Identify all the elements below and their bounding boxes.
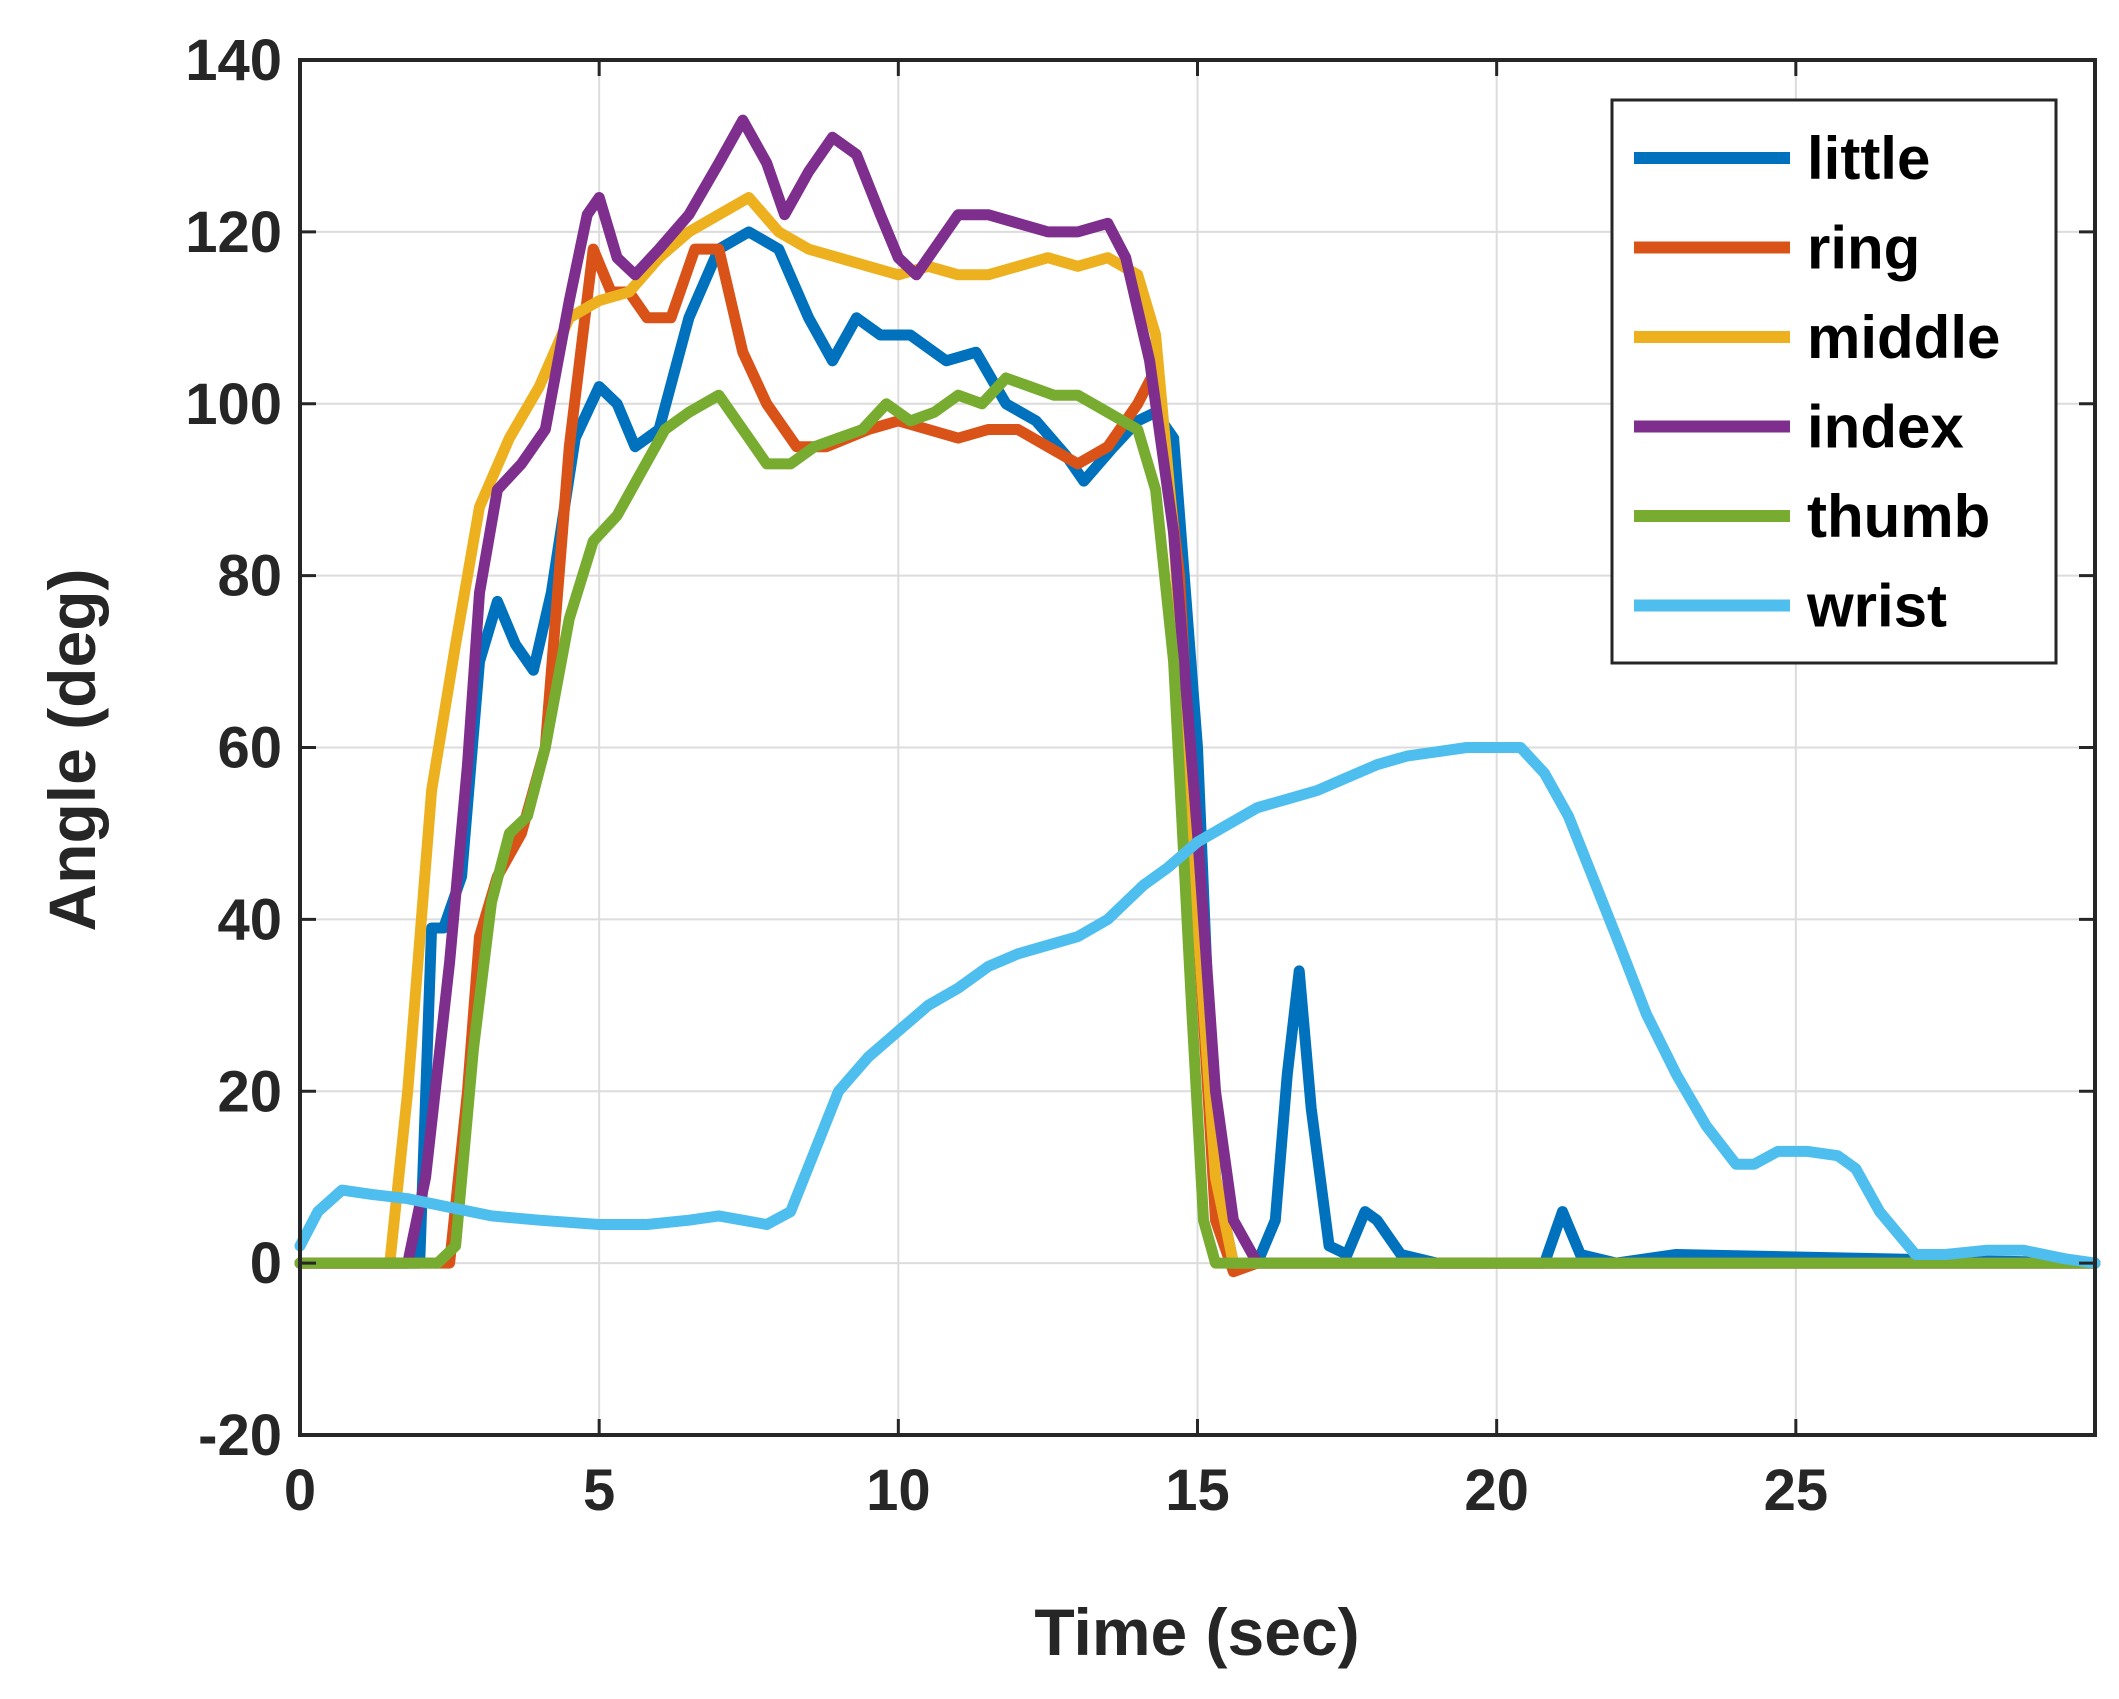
legend-label-thumb: thumb — [1807, 483, 1990, 550]
legend-label-little: little — [1807, 125, 1930, 192]
y-tick-label: 60 — [217, 716, 282, 781]
series-line-wrist — [294, 742, 2101, 1269]
y-tick-label: 40 — [217, 887, 282, 952]
x-tick-label: 10 — [866, 1458, 931, 1523]
y-axis-ticks: -20 0 20 40 60 80 100 120 140 — [185, 28, 2095, 1468]
y-tick-label: 0 — [250, 1231, 282, 1296]
series-line-middle — [294, 192, 2101, 1269]
y-tick-label: -20 — [198, 1403, 282, 1468]
series-line-index — [294, 114, 2101, 1269]
series-line-thumb — [294, 372, 2101, 1269]
legend-label-wrist: wrist — [1806, 573, 1947, 640]
x-tick-label: 25 — [1764, 1458, 1829, 1523]
y-tick-label: 100 — [185, 372, 282, 437]
series-line-little — [294, 226, 2101, 1269]
legend-box — [1610, 98, 2058, 665]
legend-label-middle: middle — [1807, 304, 2000, 371]
series-lines — [294, 114, 2101, 1278]
x-tick-label: 0 — [284, 1458, 316, 1523]
x-tick-label: 15 — [1165, 1458, 1230, 1523]
x-axis-ticks: 0 5 10 15 20 25 — [284, 60, 1828, 1523]
y-tick-label: 80 — [217, 544, 282, 609]
x-tick-label: 20 — [1464, 1458, 1529, 1523]
x-axis-title: Time (sec) — [1034, 1595, 1359, 1669]
legend-label-index: index — [1807, 394, 1964, 461]
legend-label-ring: ring — [1807, 215, 1920, 282]
y-tick-label: 120 — [185, 200, 282, 265]
y-axis-title: Angle (deg) — [35, 569, 109, 932]
y-tick-label: 20 — [217, 1059, 282, 1124]
y-tick-label: 140 — [185, 28, 282, 93]
x-tick-label: 5 — [583, 1458, 615, 1523]
legend: little ring middle index thumb wrist — [1610, 98, 2058, 665]
